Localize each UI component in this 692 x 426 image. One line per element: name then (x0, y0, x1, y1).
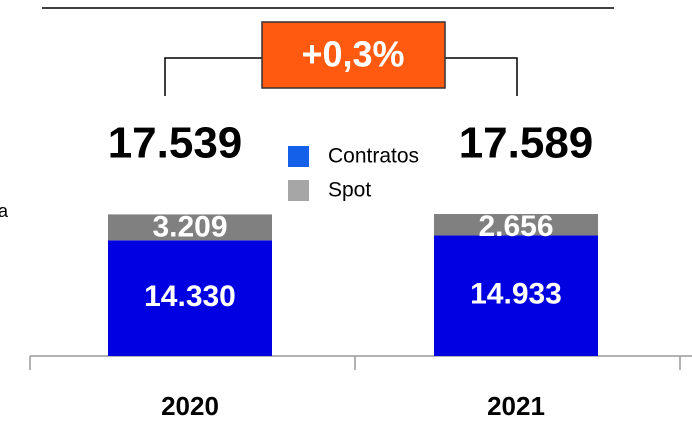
value-label: 2.656 (478, 210, 553, 243)
edge-text: a (0, 201, 9, 221)
value-label: 3.209 (152, 210, 227, 243)
bar-segment (108, 240, 272, 356)
x-tick-label: 2020 (161, 391, 219, 421)
total-label: 17.539 (108, 119, 243, 168)
annotation-box (261, 21, 446, 89)
bar-segment (434, 214, 598, 236)
legend-swatch (288, 146, 309, 167)
annotation: +0,3% (301, 34, 404, 75)
bar-segment (108, 214, 272, 241)
value-label: 14.933 (470, 278, 562, 311)
legend-swatch (288, 180, 309, 201)
bar-segment (434, 235, 598, 356)
legend-label: Spot (328, 179, 371, 202)
bracket-left (164, 57, 262, 96)
bracket-right (445, 57, 518, 96)
total-label: 17.589 (459, 119, 594, 168)
x-tick-label: 2021 (487, 391, 545, 421)
legend-label: Contratos (328, 145, 419, 168)
value-label: 14.330 (144, 280, 236, 313)
